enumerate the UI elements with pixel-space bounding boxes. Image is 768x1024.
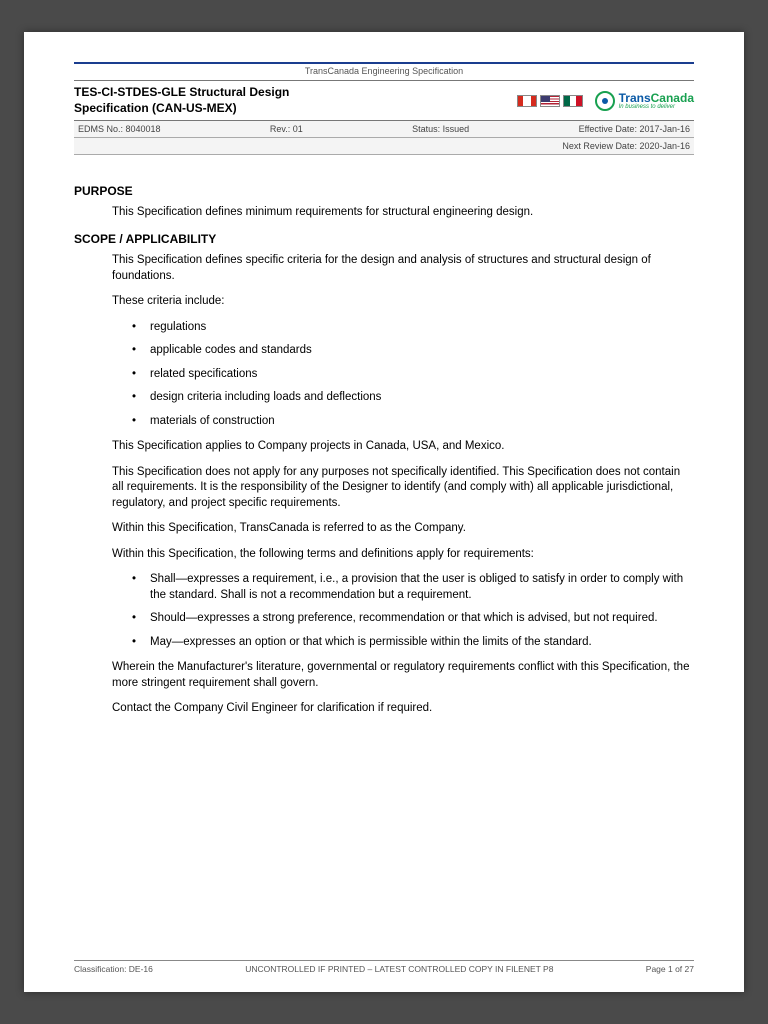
- header-label: TransCanada Engineering Specification: [74, 66, 694, 76]
- meta-row-2: Next Review Date: 2020-Jan-16: [74, 138, 694, 155]
- flag-mexico-icon: [563, 95, 583, 107]
- list-item: design criteria including loads and defl…: [132, 390, 694, 406]
- company-logo: TransCanada In business to deliver: [595, 91, 694, 111]
- scope-p2: These criteria include:: [112, 294, 694, 310]
- classification: Classification: DE-16: [74, 964, 153, 974]
- definitions-list: Shall—expresses a requirement, i.e., a p…: [132, 572, 694, 650]
- status: Status: Issued: [412, 124, 469, 134]
- scope-p3: This Specification applies to Company pr…: [112, 439, 694, 455]
- meta-row-1: EDMS No.: 8040018 Rev.: 01 Status: Issue…: [74, 121, 694, 138]
- footer: Classification: DE-16 UNCONTROLLED IF PR…: [74, 960, 694, 974]
- footer-notice: UNCONTROLLED IF PRINTED – LATEST CONTROL…: [153, 964, 646, 974]
- purpose-p1: This Specification defines minimum requi…: [112, 205, 694, 221]
- top-rule: [74, 62, 694, 64]
- list-item: materials of construction: [132, 414, 694, 430]
- scope-p4: This Specification does not apply for an…: [112, 465, 694, 512]
- scope-p1: This Specification defines specific crit…: [112, 253, 694, 284]
- list-item: applicable codes and standards: [132, 343, 694, 359]
- effective-date: Effective Date: 2017-Jan-16: [579, 124, 690, 134]
- scope-p8: Contact the Company Civil Engineer for c…: [112, 701, 694, 717]
- criteria-list: regulations applicable codes and standar…: [132, 320, 694, 430]
- logo-text: TransCanada: [619, 92, 694, 104]
- list-item: Shall—expresses a requirement, i.e., a p…: [132, 572, 694, 603]
- content: PURPOSE This Specification defines minim…: [74, 183, 694, 717]
- flags: [517, 95, 583, 107]
- doc-title: TES-CI-STDES-GLE Structural Design Speci…: [74, 85, 505, 116]
- edms-no: EDMS No.: 8040018: [78, 124, 161, 134]
- header-box: TES-CI-STDES-GLE Structural Design Speci…: [74, 80, 694, 121]
- logo-mark-icon: [595, 91, 615, 111]
- scope-p6: Within this Specification, the following…: [112, 547, 694, 563]
- flag-canada-icon: [517, 95, 537, 107]
- list-item: regulations: [132, 320, 694, 336]
- list-item: Should—expresses a strong preference, re…: [132, 611, 694, 627]
- flag-usa-icon: [540, 95, 560, 107]
- heading-purpose: PURPOSE: [74, 183, 694, 199]
- scope-p7: Wherein the Manufacturer's literature, g…: [112, 660, 694, 691]
- title-line2: Specification (CAN-US-MEX): [74, 101, 505, 117]
- heading-scope: SCOPE / APPLICABILITY: [74, 231, 694, 247]
- review-date: Next Review Date: 2020-Jan-16: [562, 141, 690, 151]
- list-item: May—expresses an option or that which is…: [132, 635, 694, 651]
- list-item: related specifications: [132, 367, 694, 383]
- title-line1: TES-CI-STDES-GLE Structural Design: [74, 85, 505, 101]
- revision: Rev.: 01: [270, 124, 303, 134]
- page-number: Page 1 of 27: [646, 964, 694, 974]
- scope-p5: Within this Specification, TransCanada i…: [112, 521, 694, 537]
- document-page: TransCanada Engineering Specification TE…: [24, 32, 744, 992]
